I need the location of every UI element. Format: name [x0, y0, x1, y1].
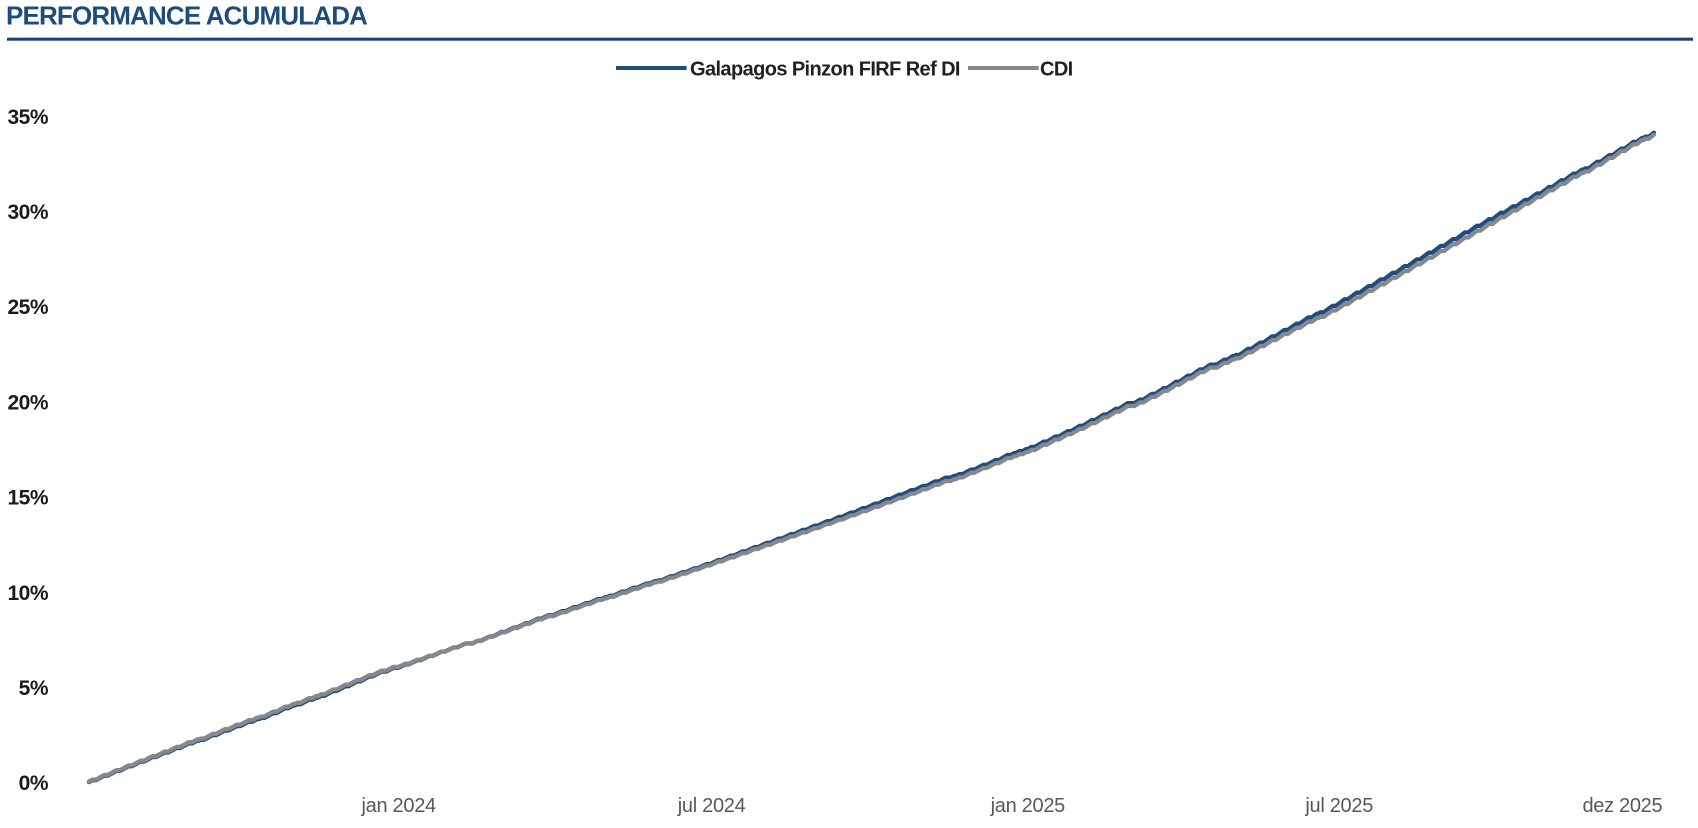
svg-text:15%: 15% — [7, 487, 48, 510]
svg-text:10%: 10% — [7, 582, 48, 605]
svg-text:20%: 20% — [7, 391, 48, 414]
svg-text:0%: 0% — [19, 772, 49, 795]
svg-text:jan 2024: jan 2024 — [361, 795, 437, 817]
svg-text:jul 2024: jul 2024 — [677, 795, 746, 817]
svg-text:CDI: CDI — [1040, 59, 1073, 81]
svg-text:5%: 5% — [19, 677, 49, 700]
svg-text:35%: 35% — [7, 106, 48, 129]
svg-text:jul 2025: jul 2025 — [1304, 795, 1373, 817]
svg-text:30%: 30% — [7, 201, 48, 224]
svg-text:25%: 25% — [7, 296, 48, 319]
svg-text:jan 2025: jan 2025 — [990, 795, 1066, 817]
svg-text:PERFORMANCE ACUMULADA: PERFORMANCE ACUMULADA — [6, 1, 368, 31]
svg-text:dez 2025: dez 2025 — [1582, 795, 1662, 817]
svg-text:Galapagos Pinzon FIRF Ref DI: Galapagos Pinzon FIRF Ref DI — [690, 59, 960, 81]
